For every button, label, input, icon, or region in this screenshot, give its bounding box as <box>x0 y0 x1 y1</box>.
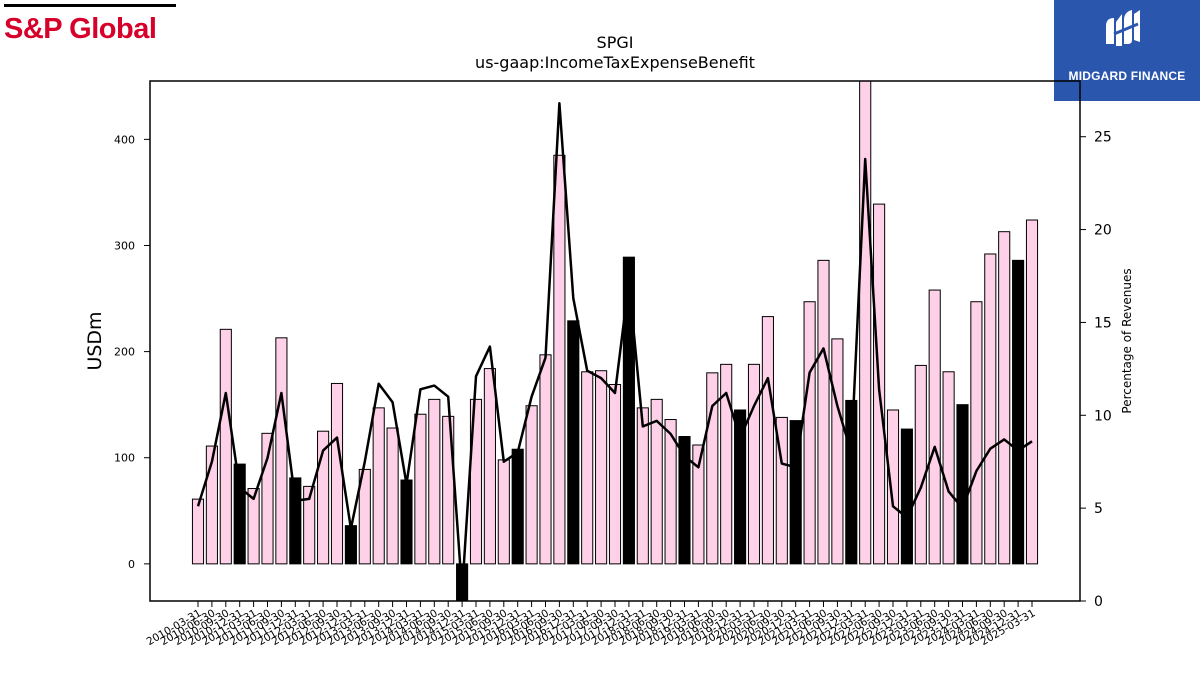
bar-series <box>191 80 1039 602</box>
bar-2010-03-31 <box>191 498 205 565</box>
chart-title: SPGI <box>597 33 634 52</box>
bar-2016-09-30 <box>553 154 566 565</box>
bar-2024-06-30 <box>984 253 997 565</box>
y2-tick-label: 15 <box>1094 315 1112 331</box>
bar-2012-03-31 <box>303 485 316 565</box>
chart-subtitle: us-gaap:IncomeTaxExpenseBenefit <box>475 53 755 72</box>
midgard-finance-logo-text: MIDGARD FINANCE <box>1068 69 1186 83</box>
left-axis-ticks: 0 100 200 300 400 <box>114 133 150 571</box>
bar-2013-12-31 <box>400 479 413 565</box>
y-axis-label: USDm <box>84 311 106 370</box>
y-tick-label: 100 <box>114 452 135 465</box>
bar-2014-03-31 <box>414 413 427 565</box>
bar-2022-03-31 <box>859 80 872 565</box>
bar-2018-06-30 <box>650 398 663 565</box>
y-tick-label: 200 <box>114 346 135 359</box>
bar-2011-06-30 <box>261 432 274 565</box>
y2-tick-label: 20 <box>1094 223 1112 239</box>
bar-2013-03-31 <box>358 468 371 565</box>
bar-2012-06-30 <box>317 430 330 565</box>
bar-2014-06-30 <box>428 398 441 565</box>
sp-global-logo: S&P Global <box>4 4 178 48</box>
bar-2020-12-31 <box>789 420 802 565</box>
bar-2017-06-30 <box>595 370 608 565</box>
bar-2016-03-31 <box>525 405 538 565</box>
y2-tick-label: 0 <box>1094 594 1103 610</box>
bar-2015-12-31 <box>511 448 524 565</box>
bar-2019-12-31 <box>734 409 747 565</box>
bar-2016-06-30 <box>539 354 552 565</box>
bar-2022-12-31 <box>900 428 913 565</box>
bar-2023-12-31 <box>956 404 969 565</box>
bar-2010-06-30 <box>205 445 218 565</box>
midgard-mark-icon <box>1106 10 1140 46</box>
bar-2023-06-30 <box>928 289 941 565</box>
bar-2010-09-30 <box>219 328 232 565</box>
y2-tick-label: 5 <box>1094 501 1103 517</box>
bar-2025-03-31 <box>1025 219 1039 565</box>
bar-2023-03-31 <box>914 364 927 565</box>
bar-2019-03-31 <box>692 444 705 565</box>
bar-2019-09-30 <box>720 363 733 565</box>
y2-axis-label: Percentage of Revenues <box>1120 268 1134 413</box>
bar-2017-03-31 <box>581 371 594 565</box>
right-axis-ticks: 0 5 10 15 20 25 <box>1080 130 1112 610</box>
bar-2019-06-30 <box>706 372 719 565</box>
bar-2017-12-31 <box>622 256 635 565</box>
bar-2020-03-31 <box>747 363 761 565</box>
bar-2010-12-31 <box>233 463 246 565</box>
x-axis-ticks: 2010-03-312010-06-302010-09-302010-12-31… <box>145 601 1038 648</box>
bar-2016-12-31 <box>567 320 580 565</box>
bar-2012-09-30 <box>330 382 344 565</box>
bar-2018-12-31 <box>678 436 691 565</box>
midgard-finance-logo: MIDGARD FINANCE <box>1054 0 1200 101</box>
bar-2011-03-31 <box>247 488 260 565</box>
bar-2018-09-30 <box>664 419 677 565</box>
bar-2024-03-31 <box>970 301 983 565</box>
revenue-percentage-line <box>196 102 1033 593</box>
bar-2015-09-30 <box>497 459 510 565</box>
bar-2024-12-31 <box>1012 259 1025 565</box>
sp-global-logo-text: S&P Global <box>4 13 157 45</box>
y2-tick-label: 10 <box>1094 408 1112 424</box>
bar-2011-09-30 <box>275 337 288 565</box>
logo-top-rule <box>4 4 176 7</box>
bar-2015-06-30 <box>483 368 496 565</box>
bar-2012-12-31 <box>344 525 357 565</box>
bar-2024-09-30 <box>998 231 1011 565</box>
bar-2020-06-30 <box>761 316 774 565</box>
bar-2013-06-30 <box>372 407 385 565</box>
bar-2021-06-30 <box>817 259 830 565</box>
bar-2023-09-30 <box>942 371 955 565</box>
bar-2017-09-30 <box>608 384 622 565</box>
y-tick-label: 0 <box>128 558 135 571</box>
bar-2013-09-30 <box>386 427 399 565</box>
bar-2022-09-30 <box>886 409 900 565</box>
bar-2020-09-30 <box>775 416 788 565</box>
bar-2021-12-31 <box>845 399 858 565</box>
bar-2018-03-31 <box>636 407 649 565</box>
y-tick-label: 300 <box>114 239 135 252</box>
bar-2021-03-31 <box>803 301 816 565</box>
bar-2021-09-30 <box>831 338 844 565</box>
bar-2011-12-31 <box>289 477 302 565</box>
y-tick-label: 400 <box>114 133 135 146</box>
line-series <box>196 102 1033 593</box>
y2-tick-label: 25 <box>1094 130 1112 146</box>
